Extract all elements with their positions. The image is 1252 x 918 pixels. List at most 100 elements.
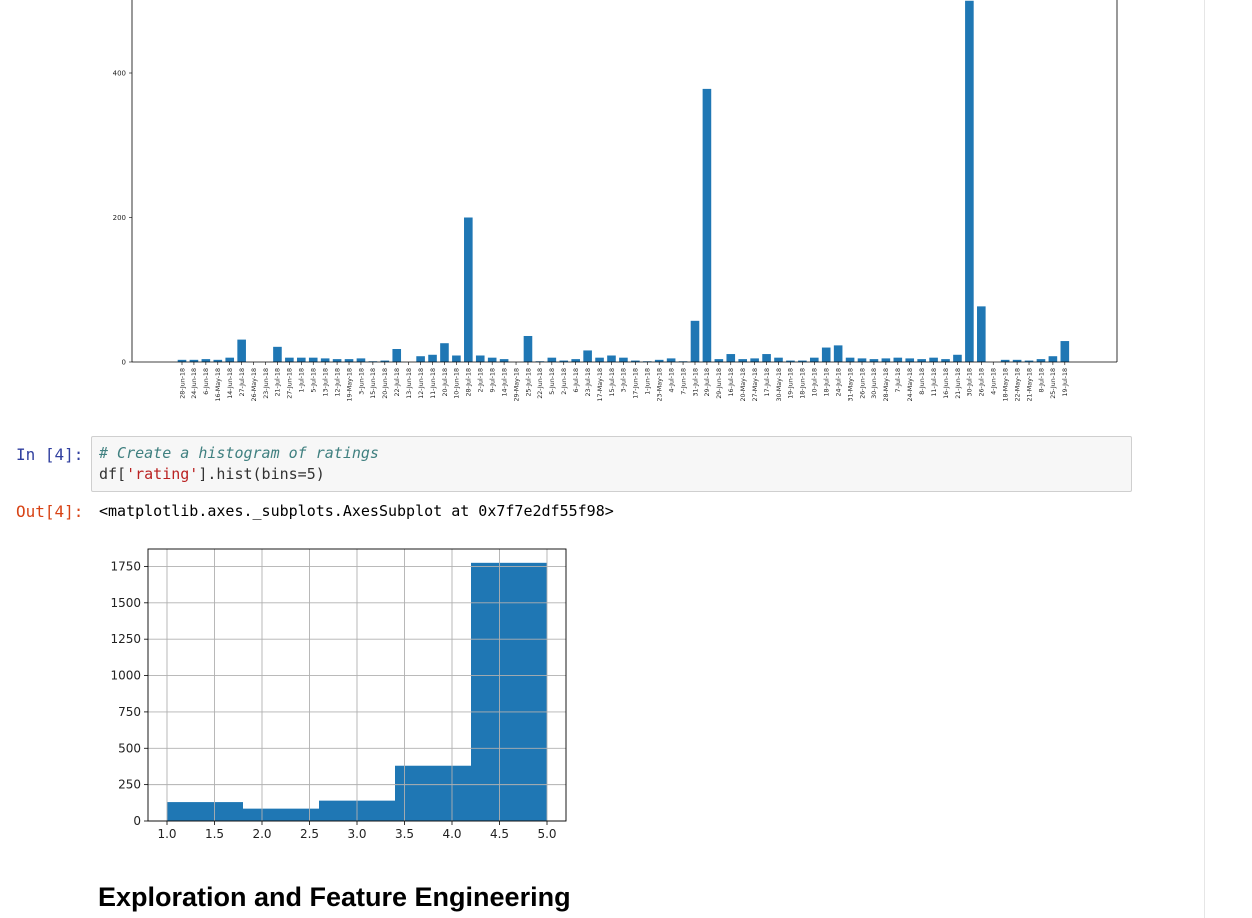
histogram-bar <box>471 562 547 821</box>
x-tick-label: 2-Jun-18 <box>561 368 568 395</box>
bar <box>762 354 771 362</box>
bar <box>559 360 569 363</box>
bar <box>1036 359 1046 362</box>
x-tick-label: 11-Jun-18 <box>430 368 437 399</box>
code-input-area[interactable]: # Create a histogram of ratings df['rati… <box>91 436 1132 492</box>
x-tick-label: 23-Jun-18 <box>263 368 270 399</box>
x-tick-label: 18-Jun-18 <box>800 368 807 399</box>
dates-bar-chart: 0 200 400 28-Jun-18 24-Jun-18 6-Jun-18 16-May… <box>113 0 1118 401</box>
x-tick-label: 29-Jul-18 <box>704 368 711 397</box>
bar <box>225 357 235 362</box>
x-tick-label: 15-Jun-18 <box>370 368 377 399</box>
y-tick-label: 1750 <box>110 559 141 573</box>
x-tick-label: 7-Jun-18 <box>680 368 687 395</box>
bar <box>857 358 867 362</box>
bar <box>977 306 986 362</box>
x-tick-label: 12-Jul-18 <box>334 368 341 397</box>
x-tick-label: 20-May-18 <box>740 368 747 401</box>
x-tick-label: 26-Jun-18 <box>859 368 866 399</box>
x-tick-label: 29-May-18 <box>513 368 520 401</box>
x-tick-label: 3-Jul-18 <box>621 368 628 393</box>
bar <box>416 356 425 362</box>
bar <box>714 359 724 362</box>
bar <box>654 359 664 362</box>
output-prompt: Out[4]: <box>16 502 84 521</box>
bar <box>905 358 915 362</box>
bar <box>440 343 449 362</box>
x-tick-label: 3.0 <box>347 827 366 841</box>
bar <box>213 359 223 362</box>
x-tick-label: 16-Jun-18 <box>943 368 950 399</box>
bar <box>177 359 187 362</box>
x-tick-label: 13-Jul-18 <box>322 368 329 397</box>
section-heading: Exploration and Feature Engineering <box>98 882 571 912</box>
y-tick-label: 500 <box>118 741 141 755</box>
bar <box>297 357 306 362</box>
x-tick-label: 18-Jul-18 <box>824 368 831 397</box>
x-tick-label: 20-Jun-18 <box>382 368 389 399</box>
x-tick-label: 30-Jul-18 <box>967 368 974 397</box>
bar <box>917 359 926 362</box>
output-repr-text: <matplotlib.axes._subplots.AxesSubplot a… <box>99 502 614 520</box>
y-tick-label: 250 <box>118 778 141 792</box>
plot-frame <box>147 548 567 822</box>
x-tick-label: 8-Jul-18 <box>1038 368 1045 393</box>
bar <box>666 358 676 362</box>
code-string-literal: 'rating' <box>126 465 199 483</box>
bar <box>452 355 461 362</box>
bar <box>1048 356 1058 362</box>
bar <box>798 360 807 363</box>
x-tick-label: 24-Jul-18 <box>835 368 842 397</box>
y-tick-label: 400 <box>113 70 126 78</box>
x-tick-label: 21-May-18 <box>1026 368 1033 401</box>
x-tick-label: 6-Jun-18 <box>203 368 210 395</box>
x-tick-label: 11-Jul-18 <box>931 368 938 397</box>
x-tick-label: 25-Jun-18 <box>1050 368 1057 399</box>
x-tick-label: 4.5 <box>490 827 509 841</box>
bar <box>750 358 759 362</box>
bar <box>833 345 843 362</box>
bar <box>821 347 831 362</box>
x-tick-label: 4-Jul-18 <box>668 368 675 393</box>
x-tick-label: 23-Jul-18 <box>585 368 592 397</box>
x-tick-label: 17-May-18 <box>597 368 604 401</box>
histogram-bar <box>167 802 243 821</box>
x-tick-label: 1.0 <box>157 827 176 841</box>
x-tick-label: 27-Jul-18 <box>239 368 246 397</box>
bar <box>380 360 390 363</box>
y-tick-label: 0 <box>133 814 141 828</box>
x-tick-label: 10-Jun-18 <box>454 368 461 399</box>
x-tick-label: 15-Jul-18 <box>609 368 616 397</box>
bar <box>726 354 736 362</box>
x-tick-label: 28-May-18 <box>883 368 890 401</box>
x-tick-label: 31-May-18 <box>847 368 854 401</box>
bar <box>881 358 891 362</box>
code-text-post: ].hist(bins=5) <box>198 465 325 483</box>
bar <box>893 357 903 362</box>
bar <box>1012 359 1022 362</box>
bar <box>738 359 748 362</box>
bar <box>607 355 616 362</box>
x-tick-label: 5-Jul-18 <box>311 368 318 393</box>
x-tick-label: 4.0 <box>442 827 461 841</box>
bar <box>869 359 879 362</box>
y-tick-label: 750 <box>118 705 141 719</box>
notebook-scrollbar-track[interactable] <box>1204 0 1205 918</box>
bar <box>392 349 402 363</box>
x-tick-label: 2.0 <box>252 827 271 841</box>
y-tick-label: 200 <box>113 214 126 222</box>
bar <box>320 358 330 362</box>
x-tick-label: 3-Jun-18 <box>358 368 365 395</box>
bar <box>273 346 282 362</box>
x-tick-label: 10-Jul-18 <box>812 368 819 397</box>
x-tick-label: 21-Jun-18 <box>955 368 962 399</box>
y-tick-label: 0 <box>122 359 126 367</box>
bar <box>428 354 437 362</box>
bar <box>499 359 509 362</box>
x-tick-label: 26-May-18 <box>251 368 258 401</box>
bar <box>464 217 473 362</box>
code-comment: # Create a histogram of ratings <box>99 444 379 462</box>
histogram-bar <box>395 765 471 821</box>
bar <box>702 88 712 362</box>
x-tick-label: 4-Jun-18 <box>991 368 998 395</box>
